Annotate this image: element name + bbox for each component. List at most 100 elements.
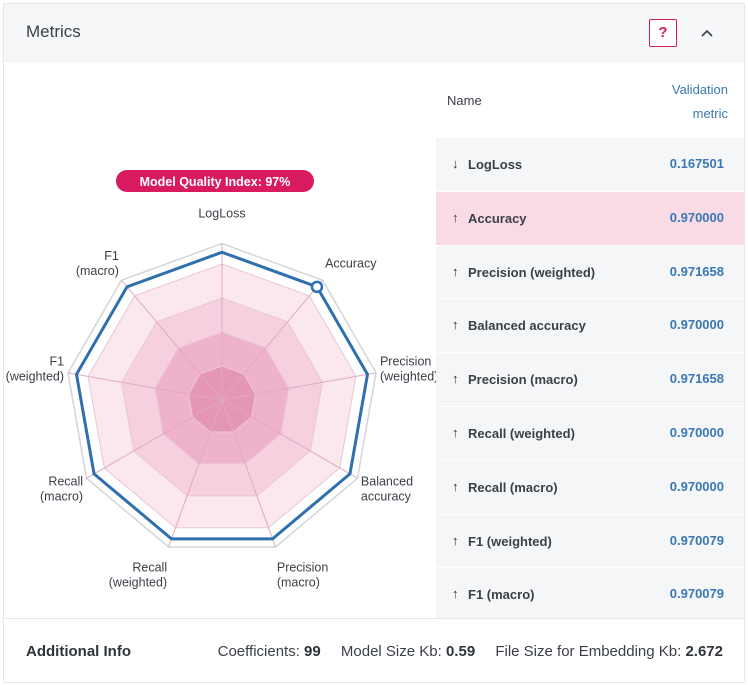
radar-axis-label-line: (weighted) [380, 370, 436, 384]
radar-axis-label-line: (weighted) [6, 370, 64, 384]
arrow-up-icon: ↑ [452, 424, 459, 440]
additional-info-bar: Additional Info Coefficients: 99 Model S… [4, 618, 744, 682]
radar-axis-label: LogLoss [198, 207, 245, 221]
metrics-table: Name Validation metric ↓ LogLoss 0.167501 ↑… [436, 62, 744, 623]
column-header-line-1: Validation [671, 82, 728, 97]
radar-axis-label-line: Recall [48, 475, 83, 489]
metrics-panel: Metrics ? Model Quality Index: 97% LogLos… [3, 3, 745, 683]
embedding-size-stat: File Size for Embedding Kb: 2.672 [495, 643, 723, 660]
metric-name: Precision (weighted) [468, 264, 596, 280]
radar-spoke [221, 279, 323, 401]
radar-spoke [67, 372, 223, 401]
embedding-size-label: File Size for Embedding Kb: [495, 643, 682, 660]
radar-spoke [86, 399, 223, 479]
table-row[interactable]: ↑ F1 (macro) 0.970079 [436, 568, 744, 623]
coefficients-stat: Coefficients: 99 [218, 643, 321, 660]
table-body: ↓ LogLoss 0.167501 ↑ Accuracy 0.970000 ↑ Precis… [436, 138, 744, 623]
radar-axis-label: Balanced accuracy [361, 475, 413, 504]
arrow-down-icon: ↓ [452, 156, 459, 171]
table-row[interactable]: ↑ F1 (weighted) 0.970079 [436, 514, 744, 569]
metric-name: Recall (macro) [468, 479, 558, 495]
radar-axis-label-line: LogLoss [198, 207, 245, 221]
model-size-label: Model Size Kb: [340, 643, 442, 660]
metric-value: 0.971658 [669, 263, 724, 279]
metric-value: 0.970000 [669, 317, 724, 333]
metric-value: 0.971658 [669, 371, 724, 387]
radar-axis-label-line: (weighted) [109, 576, 167, 590]
column-header-line-2: metric [692, 106, 728, 121]
radar-axis-label: Precision (weighted) [380, 355, 436, 384]
column-header-validation-metric: Validation metric [648, 78, 728, 126]
metric-name: Recall (weighted) [468, 425, 575, 441]
radar-spoke [221, 399, 358, 479]
model-size-stat: Model Size Kb: 0.59 [341, 643, 475, 660]
metric-value: 0.970000 [669, 209, 724, 225]
radar-axis-label: Accuracy [325, 256, 377, 270]
model-size-value: 0.59 [445, 643, 476, 660]
additional-info-stats: Coefficients: 99 Model Size Kb: 0.59 Fil… [218, 643, 723, 660]
arrow-up-icon: ↑ [452, 317, 459, 333]
radar-spoke [221, 399, 276, 548]
table-row[interactable]: ↓ LogLoss 0.167501 [436, 138, 744, 192]
radar-axis-label-line: Balanced [361, 475, 413, 489]
radar-axis-label-line: (macro) [40, 490, 83, 504]
arrow-up-icon: ↑ [452, 209, 459, 225]
table-row[interactable]: ↑ Precision (macro) 0.971658 [436, 353, 744, 407]
radar-axis-label-line: accuracy [361, 490, 412, 504]
radar-axis-label: F1 (macro) [76, 249, 119, 278]
radar-axis-label-line: Precision [380, 355, 431, 369]
radar-spoke [168, 399, 223, 548]
radar-series-line [74, 250, 370, 541]
panel-title: Metrics [26, 22, 81, 41]
radar-axis-label-line: (macro) [76, 264, 119, 278]
radar-highlight-point [310, 280, 324, 294]
radar-grid-outer [67, 242, 377, 548]
arrow-up-icon: ↑ [452, 263, 459, 279]
metric-value: 0.970000 [669, 424, 724, 440]
metric-name: F1 (macro) [468, 587, 535, 603]
coefficients-label: Coefficients: [217, 643, 300, 660]
radar-axis-label-line: F1 [49, 355, 64, 369]
radar-axis-label-line: Precision [277, 561, 328, 575]
table-row[interactable]: ↑ Balanced accuracy 0.970000 [436, 299, 744, 354]
embedding-size-value: 2.672 [685, 643, 723, 660]
badge-background [116, 170, 314, 192]
radar-axis-label-line: Accuracy [325, 256, 377, 270]
metric-value: 0.970079 [669, 586, 724, 602]
model-quality-badge: Model Quality Index: 97% [116, 170, 314, 192]
table-header: Name Validation metric [436, 62, 744, 138]
metric-value: 0.167501 [669, 156, 724, 171]
arrow-up-icon: ↑ [452, 371, 459, 387]
chevron-up-icon [701, 29, 713, 37]
help-button[interactable]: ? [649, 19, 677, 47]
badge-text: Model Quality Index: 97% [140, 175, 291, 189]
metric-name: Accuracy [468, 210, 527, 226]
table-row[interactable]: ↑ Accuracy 0.970000 [436, 191, 744, 246]
arrow-up-icon: ↑ [452, 532, 459, 548]
panel-header: Metrics ? [4, 4, 744, 62]
arrow-up-icon: ↑ [452, 478, 459, 494]
collapse-button[interactable] [696, 20, 718, 46]
radar-axis-label: F1 (weighted) [6, 355, 64, 384]
radar-spoke [221, 372, 377, 401]
additional-info-title: Additional Info [26, 643, 131, 660]
radar-axis-label: Precision (macro) [277, 561, 328, 590]
radar-spoke [121, 279, 223, 401]
metric-name: Precision (macro) [468, 372, 578, 388]
column-header-name: Name [447, 93, 482, 108]
metric-name: Balanced accuracy [468, 318, 586, 334]
arrow-up-icon: ↑ [452, 586, 459, 602]
table-row[interactable]: ↑ Recall (macro) 0.970000 [436, 460, 744, 515]
metric-name: F1 (weighted) [468, 533, 552, 549]
metric-name: LogLoss [468, 157, 523, 172]
radar-axis-label: Recall (weighted) [109, 561, 167, 590]
table-row[interactable]: ↑ Precision (weighted) 0.971658 [436, 245, 744, 300]
radar-chart: Model Quality Index: 97% LogLoss Accuracy P… [4, 62, 436, 618]
radar-axis-label: Recall (macro) [40, 475, 83, 504]
radar-axis-label-line: (macro) [277, 576, 320, 590]
coefficients-value: 99 [304, 643, 321, 660]
table-row[interactable]: ↑ Recall (weighted) 0.970000 [436, 406, 744, 461]
metric-value: 0.970000 [669, 478, 724, 494]
radar-axis-label-line: F1 [104, 249, 119, 263]
radar-axis-label-line: Recall [132, 561, 167, 575]
